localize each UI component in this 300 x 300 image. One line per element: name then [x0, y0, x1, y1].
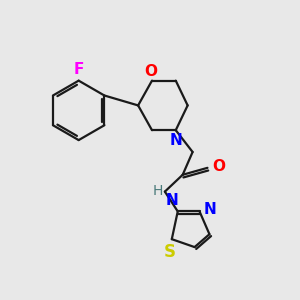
Text: O: O [212, 159, 225, 174]
Text: O: O [145, 64, 158, 79]
Text: N: N [166, 193, 178, 208]
Text: F: F [74, 62, 84, 77]
Text: N: N [203, 202, 216, 217]
Text: H: H [153, 184, 163, 198]
Text: N: N [169, 133, 182, 148]
Text: S: S [164, 243, 176, 261]
